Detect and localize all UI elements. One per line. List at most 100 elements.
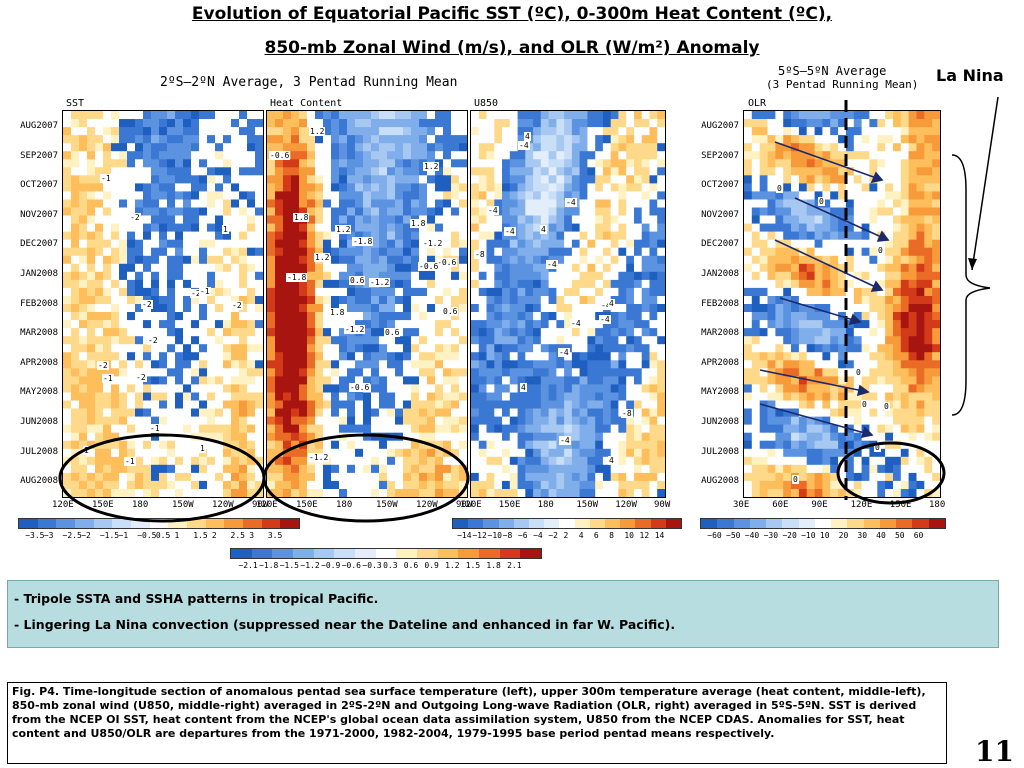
heatmap-cell bbox=[610, 255, 620, 265]
heatmap-cell bbox=[299, 304, 308, 313]
heatmap-cell bbox=[199, 239, 208, 249]
heatmap-cell bbox=[924, 344, 933, 353]
colorbar-tick: 0.5 bbox=[155, 531, 171, 540]
heatmap-cell bbox=[247, 159, 256, 168]
heatmap-cell bbox=[853, 448, 863, 458]
heatmap-cell bbox=[395, 231, 404, 241]
heatmap-cell bbox=[932, 360, 940, 369]
heatmap-cell bbox=[283, 392, 292, 402]
heatmap-cell bbox=[411, 247, 420, 257]
heatmap-cell bbox=[339, 456, 348, 466]
heatmap-cell bbox=[525, 440, 534, 450]
heatmap-cell bbox=[411, 400, 420, 410]
heatmap-cell bbox=[791, 440, 800, 450]
heatmap-cell bbox=[427, 440, 436, 450]
heatmap-cell bbox=[634, 247, 643, 257]
heatmap-cell bbox=[151, 271, 160, 281]
heatmap-cell bbox=[403, 312, 412, 321]
heatmap-cell bbox=[443, 352, 452, 361]
heatmap-cell bbox=[908, 328, 917, 337]
heatmap-cell bbox=[307, 199, 316, 209]
heatmap-cell bbox=[869, 271, 878, 281]
heatmap-cell bbox=[459, 255, 467, 265]
heatmap-cell bbox=[783, 424, 792, 434]
heatmap-cell bbox=[822, 416, 831, 426]
heatmap-cell bbox=[814, 247, 823, 257]
heatmap-cell bbox=[411, 143, 420, 152]
heatmap-cell bbox=[908, 320, 917, 329]
heatmap-cell bbox=[548, 279, 557, 289]
heatmap-cell bbox=[239, 135, 248, 144]
heatmap-cell bbox=[419, 271, 428, 281]
heatmap-cell bbox=[183, 472, 192, 482]
heatmap-cell bbox=[525, 247, 534, 257]
panel-title-heat-content: Heat Content bbox=[270, 98, 343, 109]
heatmap-cell bbox=[908, 207, 917, 217]
heatmap-cell bbox=[767, 432, 776, 442]
heatmap-cell bbox=[587, 239, 596, 249]
heatmap-cell bbox=[579, 336, 588, 345]
heatmap-cell bbox=[556, 480, 565, 490]
heatmap-cell bbox=[509, 296, 519, 305]
heatmap-cell bbox=[87, 255, 96, 265]
heatmap-cell bbox=[900, 472, 910, 482]
heatmap-cell bbox=[299, 175, 308, 184]
heatmap-cell bbox=[548, 376, 557, 385]
heatmap-cell bbox=[775, 416, 784, 426]
heatmap-cell bbox=[649, 408, 658, 418]
heatmap-cell bbox=[885, 328, 894, 337]
heatmap-cell bbox=[331, 247, 340, 257]
heatmap-cell bbox=[379, 336, 388, 345]
heatmap-cell bbox=[87, 143, 96, 152]
heatmap-cell bbox=[595, 448, 604, 458]
heatmap-cell bbox=[183, 440, 192, 450]
heatmap-cell bbox=[595, 472, 604, 482]
heatmap-cell bbox=[602, 119, 612, 128]
heatmap-cell bbox=[486, 472, 495, 482]
heatmap-cell bbox=[641, 480, 651, 490]
heatmap-cell bbox=[135, 400, 144, 410]
heatmap-cell bbox=[291, 352, 300, 361]
heatmap-cell bbox=[830, 215, 839, 225]
heatmap-cell bbox=[471, 223, 480, 233]
heatmap-cell bbox=[877, 416, 886, 426]
heatmap-cell bbox=[135, 352, 144, 361]
heatmap-cell bbox=[151, 151, 160, 160]
heatmap-cell bbox=[845, 183, 855, 192]
heatmap-cell bbox=[877, 263, 886, 273]
heatmap-cell bbox=[355, 183, 364, 192]
heatmap-cell bbox=[199, 296, 208, 305]
heatmap-cell bbox=[494, 344, 503, 353]
heatmap-cell bbox=[339, 263, 348, 273]
heatmap-cell bbox=[767, 489, 776, 497]
heatmap-cell bbox=[419, 376, 428, 385]
heatmap-cell bbox=[830, 111, 839, 120]
heatmap-cell bbox=[924, 119, 933, 128]
heatmap-cell bbox=[877, 392, 886, 402]
heatmap-cell bbox=[626, 287, 635, 297]
heatmap-cell bbox=[783, 279, 792, 289]
heatmap-cell bbox=[63, 199, 72, 209]
heatmap-cell bbox=[307, 464, 316, 474]
heatmap-cell bbox=[119, 416, 128, 426]
heatmap-cell bbox=[853, 183, 863, 192]
heatmap-cell bbox=[540, 215, 550, 225]
heatmap-cell bbox=[443, 440, 452, 450]
heatmap-cell bbox=[509, 336, 519, 345]
heatmap-cell bbox=[908, 151, 917, 160]
heatmap-cell bbox=[191, 135, 200, 144]
y-tick-label: AUG2008 bbox=[20, 476, 58, 487]
heatmap-cell bbox=[657, 456, 665, 466]
heatmap-cell bbox=[798, 320, 808, 329]
heatmap-cell bbox=[63, 312, 72, 321]
heatmap-cell bbox=[791, 207, 800, 217]
heatmap-cell bbox=[63, 279, 72, 289]
heatmap-cell bbox=[900, 296, 910, 305]
heatmap-cell bbox=[191, 392, 200, 402]
heatmap-cell bbox=[822, 304, 831, 313]
heatmap-cell bbox=[183, 328, 192, 337]
heatmap-cell bbox=[502, 392, 511, 402]
heatmap-cell bbox=[167, 271, 176, 281]
heatmap-cell bbox=[331, 111, 340, 120]
heatmap-cell bbox=[379, 143, 388, 152]
